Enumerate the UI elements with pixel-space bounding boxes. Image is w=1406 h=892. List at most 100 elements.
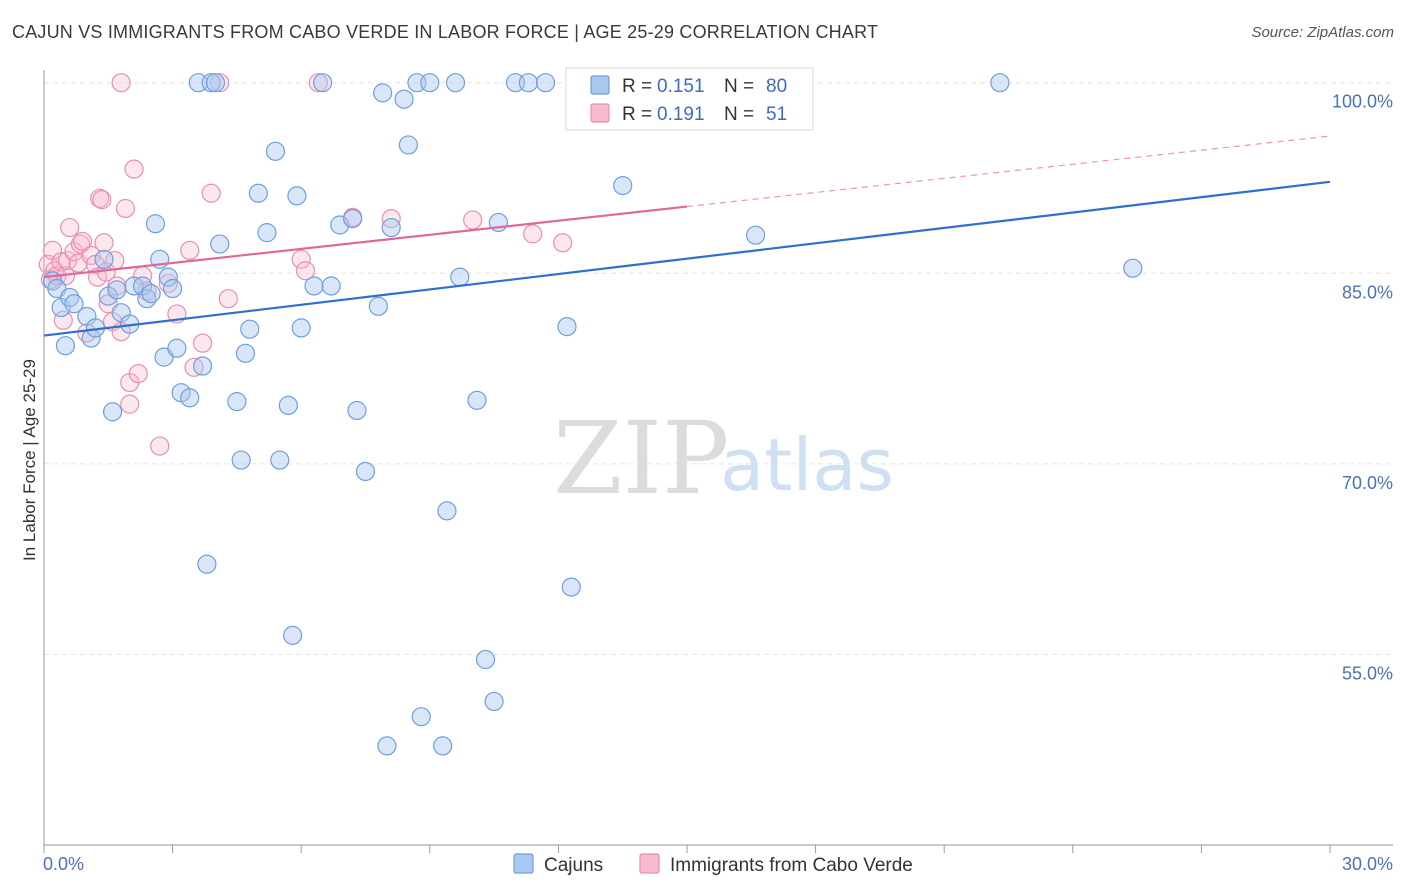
data-point-cabo-verde (295, 261, 316, 281)
data-point-cabo-verde (308, 73, 328, 93)
x-tick-label-max: 30.0% (1342, 854, 1393, 874)
data-point-cajuns (257, 223, 277, 243)
legend-r-label-cabo-verde: R = (622, 104, 652, 125)
data-point-cajuns (535, 73, 556, 93)
data-point-cajuns (235, 343, 256, 363)
data-point-cajuns (102, 402, 123, 422)
data-point-cajuns (433, 736, 453, 756)
axes (43, 70, 1393, 853)
data-point-cajuns (158, 267, 178, 287)
legend-r-label-cajuns: R = (622, 76, 652, 97)
data-point-cabo-verde (92, 189, 112, 210)
legend-swatch-cabo-verde (590, 103, 610, 123)
data-point-cajuns (291, 318, 311, 338)
data-point-cajuns (411, 707, 431, 727)
y-tick-label: 55.0% (1342, 663, 1393, 683)
trend-line-cabo-verde-extension (686, 135, 1331, 208)
legend-r-value-cabo-verde: 0.191 (657, 104, 705, 125)
data-point-cajuns (368, 296, 388, 316)
data-point-cajuns (283, 625, 303, 645)
data-point-cabo-verde (553, 233, 573, 253)
data-point-cabo-verde (94, 233, 114, 253)
data-point-cajuns (450, 267, 470, 287)
x-tick-labels: 0.0% 30.0% (43, 854, 1393, 874)
data-point-cajuns (355, 461, 376, 482)
data-point-cabo-verde (128, 364, 148, 384)
data-point-cajuns (201, 73, 221, 93)
data-point-cajuns (467, 390, 487, 410)
bottom-legend-label-cajuns: Cajuns (544, 855, 603, 876)
data-point-cajuns (304, 276, 324, 296)
watermark-atlas: atlas (720, 423, 894, 507)
data-point-cabo-verde (115, 198, 136, 219)
data-point-cajuns (313, 73, 333, 93)
watermark-zip: ZIP (553, 400, 729, 517)
data-point-cajuns (394, 89, 414, 109)
series-cabo-verde-points (38, 73, 573, 456)
bottom-legend-label-cabo-verde: Immigrants from Cabo Verde (670, 855, 913, 876)
data-point-cajuns (1123, 258, 1143, 278)
y-tick-labels: 100.0% 85.0% 70.0% 55.0% (1332, 92, 1393, 684)
data-point-cajuns (278, 395, 298, 416)
data-point-cajuns (197, 554, 217, 574)
y-tick-label: 70.0% (1342, 473, 1393, 493)
data-point-cajuns (141, 284, 161, 304)
legend-n-value-cabo-verde: 51 (766, 104, 787, 125)
data-point-cabo-verde (124, 159, 144, 179)
data-point-cajuns (398, 135, 418, 155)
data-point-cajuns (167, 338, 187, 358)
data-point-cajuns (347, 400, 367, 421)
trend-line-cajuns (43, 180, 1331, 337)
series-legend: Cajuns Immigrants from Cabo Verde (513, 853, 913, 876)
data-point-cabo-verde (291, 249, 311, 269)
data-point-cajuns (613, 176, 633, 196)
data-point-cajuns (343, 209, 363, 229)
chart-source: Source: ZipAtlas.com (1251, 24, 1394, 41)
data-point-cabo-verde (201, 183, 221, 203)
data-point-cajuns (240, 319, 260, 339)
y-tick-label: 85.0% (1342, 282, 1393, 302)
data-point-cajuns (381, 217, 401, 238)
data-point-cabo-verde (111, 73, 131, 93)
trend-line-cabo-verde (43, 205, 688, 279)
data-point-cajuns (557, 317, 577, 337)
data-point-cajuns (377, 736, 397, 756)
data-point-cajuns (94, 249, 114, 269)
data-point-cabo-verde (193, 333, 213, 353)
data-point-cajuns (445, 73, 466, 93)
data-point-cajuns (55, 336, 76, 356)
data-point-cajuns (107, 280, 127, 300)
data-point-cajuns (484, 691, 504, 712)
chart-title: CAJUN VS IMMIGRANTS FROM CABO VERDE IN L… (12, 22, 879, 42)
data-point-cajuns (180, 388, 200, 408)
data-point-cajuns (420, 73, 440, 93)
data-point-cajuns (265, 141, 286, 161)
y-tick-label: 100.0% (1332, 92, 1393, 112)
watermark: ZIP atlas (553, 400, 894, 517)
data-point-cabo-verde (72, 231, 93, 252)
data-point-cajuns (64, 294, 84, 314)
data-point-cajuns (210, 234, 230, 254)
data-point-cajuns (231, 450, 251, 470)
data-point-cajuns (475, 649, 496, 670)
data-point-cabo-verde (60, 217, 80, 238)
data-point-cabo-verde (120, 394, 140, 414)
data-point-cajuns (561, 577, 581, 597)
data-point-cabo-verde (180, 240, 200, 261)
data-point-cabo-verde (81, 245, 101, 266)
bottom-legend-swatch-cajuns (513, 853, 534, 874)
data-point-cajuns (287, 186, 307, 206)
y-axis-label: In Labor Force | Age 25-29 (20, 359, 39, 561)
data-point-cajuns (990, 73, 1010, 93)
data-point-cajuns (373, 83, 393, 103)
data-point-cajuns (205, 73, 226, 93)
data-point-cajuns (270, 450, 290, 470)
data-point-cajuns (437, 501, 457, 521)
legend-n-label-cabo-verde: N = (724, 104, 754, 125)
grid-lines (44, 82, 1393, 655)
series-cajuns-points (42, 73, 1143, 756)
legend-n-label-cajuns: N = (724, 76, 754, 97)
data-point-cajuns (163, 278, 183, 299)
trend-lines (43, 135, 1331, 337)
legend-r-value-cajuns: 0.151 (657, 76, 705, 97)
